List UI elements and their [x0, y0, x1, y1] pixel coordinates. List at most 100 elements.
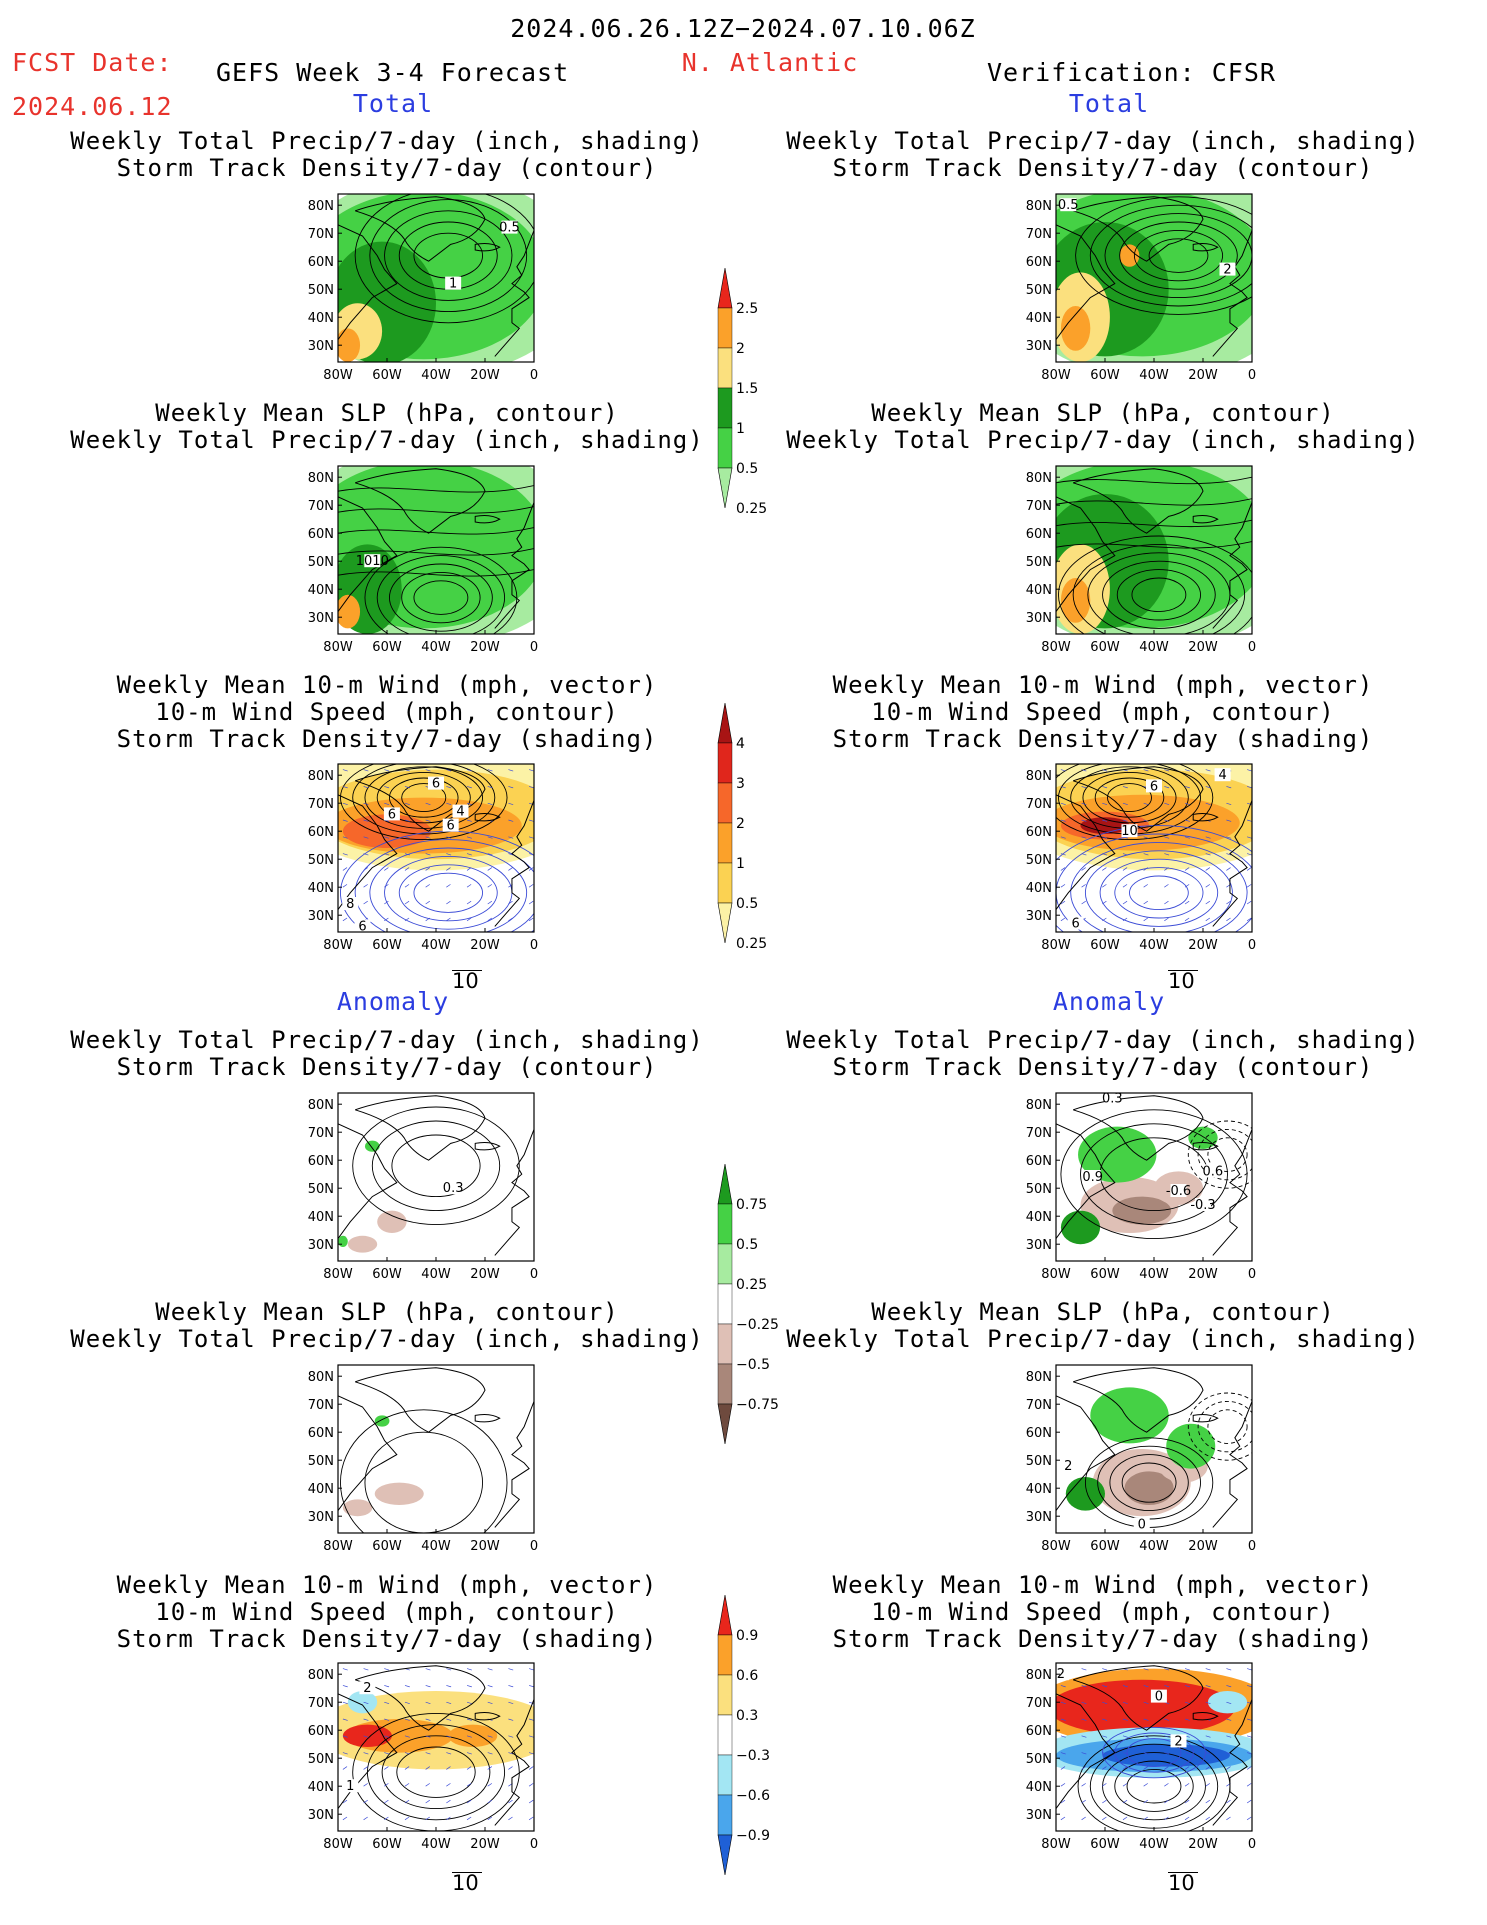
svg-text:10: 10 [1121, 824, 1138, 839]
vector-reference-3: 10 [452, 1870, 482, 1895]
svg-text:20W: 20W [1188, 938, 1218, 953]
svg-text:50N: 50N [1026, 1182, 1052, 1197]
title-p11: Weekly Mean 10-m Wind (mph, vector) 10-m … [116, 1571, 658, 1653]
svg-text:40N: 40N [1026, 1780, 1052, 1795]
svg-text:70N: 70N [308, 1398, 334, 1413]
svg-text:0: 0 [1248, 1539, 1256, 1554]
map-panel-forecast-precip-anom: 0.3 80N 70N 60N 50N 40N 30N 80W 60W 40W 20W 0 [296, 1089, 552, 1287]
svg-text:6: 6 [1071, 917, 1079, 932]
svg-text:0: 0 [530, 1539, 538, 1554]
svg-text:50N: 50N [308, 1454, 334, 1469]
svg-text:20W: 20W [1188, 368, 1218, 383]
section-anomaly-right: Anomaly [1052, 987, 1166, 1016]
svg-text:60N: 60N [308, 527, 334, 542]
svg-text:40N: 40N [1026, 311, 1052, 326]
region-title: N. Atlantic [681, 48, 859, 77]
vector-reference-1: 10 [452, 968, 482, 993]
svg-text:−0.9: −0.9 [736, 1828, 770, 1844]
map-panel-verif-precip-track: 0.5 2 80N 70N 60N 50N 40N 30N 80W 60W 40W 20W 0 [1014, 190, 1270, 388]
svg-text:80W: 80W [1041, 1837, 1071, 1852]
map-panel-forecast-wind-anom: 2 1 80N 70N 60N 50N 40N 30N 80W 60W 40W 20W 0 [296, 1659, 552, 1857]
section-anomaly-left: Anomaly [336, 987, 450, 1016]
svg-text:70N: 70N [1026, 1126, 1052, 1141]
svg-text:50N: 50N [1026, 853, 1052, 868]
svg-text:40W: 40W [1139, 1837, 1169, 1852]
svg-text:0.5: 0.5 [1058, 198, 1079, 213]
svg-text:60W: 60W [372, 368, 402, 383]
title-p1: Weekly Total Precip/7-day (inch, shading… [70, 127, 704, 182]
svg-text:−0.25: −0.25 [736, 1317, 779, 1333]
svg-text:0: 0 [1248, 640, 1256, 655]
svg-text:60N: 60N [308, 1154, 334, 1169]
svg-text:60W: 60W [372, 1837, 402, 1852]
svg-text:−0.6: −0.6 [736, 1788, 770, 1804]
svg-text:80N: 80N [1026, 1668, 1052, 1683]
title-p10: Weekly Mean SLP (hPa, contour) Weekly Tot… [786, 1298, 1420, 1353]
svg-text:0: 0 [1248, 1267, 1256, 1282]
svg-text:50N: 50N [308, 283, 334, 298]
svg-text:8: 8 [346, 897, 354, 912]
svg-text:80W: 80W [1041, 938, 1071, 953]
svg-text:0.5: 0.5 [736, 1237, 758, 1253]
svg-text:40N: 40N [308, 1780, 334, 1795]
model-title: GEFS Week 3-4 Forecast [216, 58, 570, 87]
svg-text:-0.3: -0.3 [1190, 1198, 1215, 1213]
colorbar-precip-anomaly: 0.75 0.5 0.25 −0.25 −0.5 −0.75 [717, 1163, 788, 1494]
svg-text:70N: 70N [308, 1696, 334, 1711]
section-total-right: Total [1068, 89, 1150, 118]
svg-text:4: 4 [736, 736, 745, 752]
title-p4: Weekly Mean SLP (hPa, contour) Weekly Tot… [786, 399, 1420, 454]
svg-text:60N: 60N [308, 1426, 334, 1441]
colorbar-precip: 2.5 2 1.5 1 0.5 0.25 [717, 267, 788, 558]
verification-title: Verification: CFSR [987, 58, 1276, 87]
svg-text:0: 0 [1248, 938, 1256, 953]
svg-text:0.5: 0.5 [736, 461, 758, 477]
valid-period: 2024.06.26.12Z−2024.07.10.06Z [510, 14, 976, 43]
svg-text:0: 0 [1248, 368, 1256, 383]
svg-text:1010: 1010 [356, 554, 389, 569]
map-panel-verif-slp-anom: 2 0 80N 70N 60N 50N 40N 30N 80W 60W 40W 20W 0 [1014, 1361, 1270, 1559]
svg-text:80W: 80W [1041, 1539, 1071, 1554]
svg-text:30N: 30N [308, 1808, 334, 1823]
svg-text:0: 0 [530, 938, 538, 953]
map-panel-forecast-slp-anom: 80N 70N 60N 50N 40N 30N 80W 60W 40W 20W 0 [296, 1361, 552, 1559]
svg-text:80N: 80N [1026, 769, 1052, 784]
svg-text:0: 0 [1155, 1690, 1163, 1705]
svg-text:60N: 60N [1026, 825, 1052, 840]
svg-text:6: 6 [358, 919, 366, 934]
svg-text:0.9: 0.9 [1082, 1170, 1103, 1185]
svg-text:0: 0 [1138, 1518, 1146, 1533]
svg-text:1.5: 1.5 [736, 381, 758, 397]
svg-text:0.5: 0.5 [736, 896, 758, 912]
svg-text:0.5: 0.5 [499, 221, 520, 236]
svg-text:0.6: 0.6 [1202, 1164, 1223, 1179]
svg-text:40W: 40W [421, 368, 451, 383]
svg-text:70N: 70N [308, 499, 334, 514]
svg-text:40N: 40N [308, 1482, 334, 1497]
title-p8: Weekly Total Precip/7-day (inch, shading… [786, 1026, 1420, 1081]
svg-text:50N: 50N [1026, 1454, 1052, 1469]
svg-text:30N: 30N [308, 1238, 334, 1253]
svg-text:80N: 80N [1026, 199, 1052, 214]
svg-text:2: 2 [1057, 1667, 1065, 1682]
map-panel-verif-wind-track: 6 4 10 6 80N 70N 60N 50N 40N 30N 80W 60W 40W 20W 0 [1014, 760, 1270, 958]
svg-text:40N: 40N [1026, 583, 1052, 598]
svg-text:40N: 40N [308, 311, 334, 326]
svg-text:40W: 40W [421, 1267, 451, 1282]
svg-text:40W: 40W [421, 938, 451, 953]
svg-text:−0.3: −0.3 [736, 1748, 770, 1764]
svg-text:0.9: 0.9 [736, 1628, 758, 1644]
svg-text:1: 1 [449, 277, 457, 292]
svg-text:40W: 40W [1139, 368, 1169, 383]
svg-text:6: 6 [447, 819, 455, 834]
svg-text:0.25: 0.25 [736, 501, 767, 517]
svg-text:6: 6 [388, 807, 396, 822]
svg-text:20W: 20W [470, 368, 500, 383]
svg-text:30N: 30N [308, 909, 334, 924]
map-panel-forecast-precip-track: 0.5 1 80N 70N 60N 50N 40N 30N 80W 60W 40W 20W 0 [296, 190, 552, 388]
svg-text:80N: 80N [308, 1098, 334, 1113]
title-p2: Weekly Total Precip/7-day (inch, shading… [786, 127, 1420, 182]
svg-text:60N: 60N [1026, 1154, 1052, 1169]
svg-text:2: 2 [736, 341, 745, 357]
svg-text:80N: 80N [308, 769, 334, 784]
